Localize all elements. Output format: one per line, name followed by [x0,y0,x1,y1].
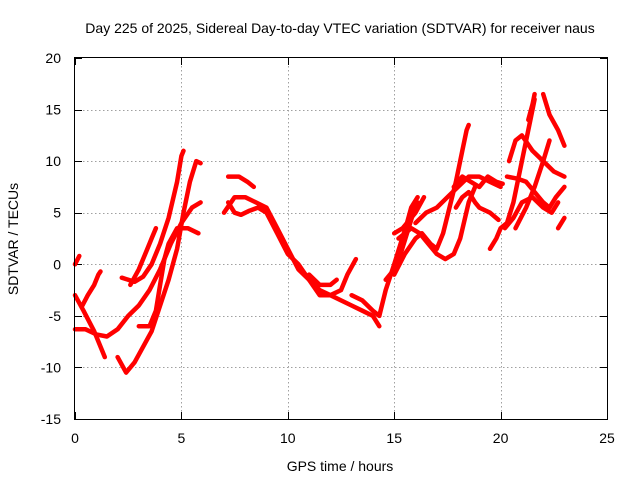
series-arc-5 [115,158,203,375]
series-arc-25 [502,194,561,231]
x-tick-label: 5 [178,430,186,446]
series-arc-20 [453,189,501,223]
data-series [72,91,567,375]
series-arc-22 [506,133,567,179]
y-tick-label: 20 [45,50,61,66]
y-tick-labels: -15 -10 -5 0 5 10 15 20 [41,50,61,427]
series-arc-11 [225,200,382,329]
grid [75,58,607,419]
y-tick-label: 15 [45,102,61,118]
y-tick-label: -15 [41,411,61,427]
axis-ticks [75,58,608,420]
y-tick-label: -10 [41,359,61,375]
series-arc-12 [306,272,339,288]
y-tick-label: 5 [53,205,61,221]
series-arc-26 [540,91,567,148]
series-arc-24 [513,138,552,231]
series-arc-19 [451,174,505,190]
series-arc-28 [526,91,537,123]
series-arc-7 [136,225,201,329]
series-arc-13 [349,194,420,319]
series-arc-1 [72,292,108,360]
series-arc-15 [391,122,471,277]
x-tick-label: 10 [280,430,296,446]
series-arc-21 [487,97,537,252]
x-tick-label: 15 [386,430,402,446]
series-arc-17 [391,194,427,236]
series-arc-4 [80,269,103,308]
series-arc-27 [555,215,567,231]
series-arc-16 [396,184,478,262]
x-tick-label: 25 [599,430,615,446]
x-tick-labels: 0 5 10 15 20 25 [71,430,615,446]
y-tick-label: 10 [45,153,61,169]
x-axis-label: GPS time / hours [287,458,394,474]
series-arc-6 [119,148,186,285]
y-axis-label: SDTVAR / TECUs [5,183,21,295]
series-arc-8 [128,225,159,288]
series-arc-9 [225,174,257,190]
chart-title: Day 225 of 2025, Sidereal Day-to-day VTE… [85,20,594,36]
series-arc-3 [72,253,82,267]
series-arc-23 [504,174,567,210]
plot-frame [74,57,608,420]
x-tick-label: 0 [71,430,79,446]
x-tick-label: 20 [493,430,509,446]
y-tick-label: -5 [49,308,62,324]
y-tick-label: 0 [53,256,61,272]
